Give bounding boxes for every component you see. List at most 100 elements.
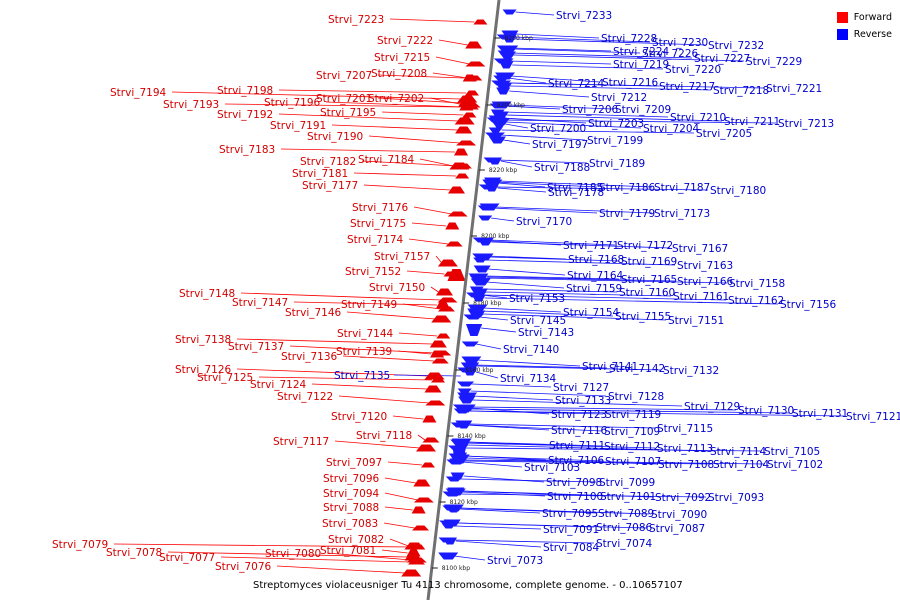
forward-gene-feature[interactable] — [455, 126, 473, 134]
forward-gene-feature[interactable] — [411, 506, 426, 514]
forward-gene-label[interactable]: Strvi_7081 — [320, 545, 376, 557]
forward-gene-feature[interactable] — [464, 90, 479, 96]
forward-gene-label[interactable]: Strvi_7117 — [273, 436, 329, 448]
forward-gene-feature[interactable] — [454, 117, 475, 125]
forward-gene-label[interactable]: Strvi_7137 — [228, 341, 284, 353]
forward-gene-feature[interactable] — [431, 315, 452, 323]
forward-gene-label[interactable]: Strvi_7124 — [250, 379, 307, 391]
forward-gene-feature[interactable] — [437, 306, 455, 312]
reverse-gene-label[interactable]: Strvi_7189 — [589, 158, 645, 170]
reverse-gene-label[interactable]: Strvi_7165 — [621, 274, 677, 286]
reverse-gene-label[interactable]: Strvi_7168 — [568, 254, 624, 266]
forward-gene-feature[interactable] — [437, 297, 458, 303]
forward-gene-label[interactable]: Strvi_7181 — [292, 168, 348, 180]
reverse-gene-label[interactable]: Strvi_7230 — [652, 37, 708, 49]
reverse-gene-feature[interactable] — [502, 35, 517, 43]
reverse-gene-label[interactable]: Strvi_7214 — [548, 78, 605, 90]
reverse-gene-label[interactable]: Strvi_7232 — [708, 40, 764, 52]
reverse-gene-feature[interactable] — [491, 101, 512, 109]
reverse-gene-label[interactable]: Strvi_7108 — [658, 459, 714, 471]
forward-gene-feature[interactable] — [429, 340, 447, 348]
reverse-gene-label[interactable]: Strvi_7102 — [767, 459, 823, 471]
forward-gene-label[interactable]: Strvi_7120 — [331, 411, 387, 423]
reverse-gene-label[interactable]: Strvi_7185 — [547, 182, 603, 194]
forward-gene-label[interactable]: Strvi_7190 — [307, 131, 363, 143]
reverse-gene-label[interactable]: Strvi_7119 — [605, 409, 661, 421]
forward-gene-label[interactable]: Strvi_7076 — [215, 561, 272, 573]
reverse-gene-label[interactable]: Strvi_7151 — [668, 315, 724, 327]
reverse-gene-label[interactable]: Strvi_7204 — [643, 123, 700, 135]
reverse-gene-label[interactable]: Strvi_7156 — [780, 299, 837, 311]
reverse-gene-label[interactable]: Strvi_7116 — [551, 425, 608, 437]
forward-gene-feature[interactable] — [415, 444, 436, 452]
reverse-gene-label[interactable]: Strvi_7101 — [600, 491, 656, 503]
forward-gene-label[interactable]: Strvi_7088 — [323, 502, 379, 514]
reverse-gene-label[interactable]: Strvi_7179 — [599, 208, 655, 220]
forward-gene-feature[interactable] — [473, 19, 488, 25]
forward-gene-feature[interactable] — [431, 358, 449, 364]
reverse-gene-label[interactable]: Strvi_7073 — [487, 555, 543, 567]
reverse-gene-feature[interactable] — [463, 314, 484, 320]
reverse-gene-feature[interactable] — [473, 265, 491, 273]
reverse-gene-feature[interactable] — [465, 324, 482, 336]
reverse-gene-label[interactable]: Strvi_7131 — [792, 408, 848, 420]
reverse-gene-label[interactable]: Strvi_7145 — [510, 315, 566, 327]
forward-gene-label[interactable]: Strvi_7157 — [374, 251, 430, 263]
reverse-gene-label[interactable]: Strvi_7113 — [657, 443, 713, 455]
forward-gene-label[interactable]: Strvi_7122 — [277, 391, 333, 403]
reverse-gene-feature[interactable] — [470, 278, 491, 286]
reverse-gene-label[interactable]: Strvi_7216 — [602, 77, 659, 89]
reverse-gene-label[interactable]: Strvi_7188 — [534, 162, 590, 174]
forward-gene-label[interactable]: Strvi_7125 — [197, 372, 253, 384]
reverse-gene-label[interactable]: Strvi_7172 — [617, 240, 673, 252]
reverse-gene-label[interactable]: Strvi_7209 — [615, 104, 671, 116]
forward-gene-feature[interactable] — [455, 173, 470, 179]
forward-gene-label[interactable]: Strvi_7097 — [326, 457, 382, 469]
reverse-gene-label[interactable]: Strvi_7166 — [677, 276, 734, 288]
forward-gene-feature[interactable] — [448, 186, 466, 194]
reverse-gene-label[interactable]: Strvi_7228 — [601, 33, 657, 45]
reverse-gene-label[interactable]: Strvi_7212 — [591, 92, 647, 104]
reverse-gene-label[interactable]: Strvi_7099 — [599, 477, 655, 489]
reverse-gene-feature[interactable] — [462, 368, 477, 376]
reverse-gene-label[interactable]: Strvi_7123 — [551, 409, 607, 421]
forward-gene-label[interactable]: Strvi_7196 — [264, 97, 321, 109]
reverse-gene-label[interactable]: Strvi_7115 — [657, 423, 713, 435]
forward-gene-feature[interactable] — [407, 559, 425, 565]
forward-gene-label[interactable]: Strvi_7223 — [328, 14, 384, 26]
reverse-gene-label[interactable]: Strvi_7095 — [542, 508, 598, 520]
reverse-gene-label[interactable]: Strvi_7186 — [599, 182, 656, 194]
reverse-gene-label[interactable]: Strvi_7153 — [509, 293, 565, 305]
reverse-gene-label[interactable]: Strvi_7112 — [604, 441, 660, 453]
forward-gene-label[interactable]: Strvi_7208 — [371, 68, 427, 80]
reverse-gene-label[interactable]: Strvi_7132 — [663, 365, 719, 377]
reverse-gene-feature[interactable] — [485, 132, 506, 138]
reverse-gene-label[interactable]: Strvi_7158 — [729, 278, 785, 290]
forward-gene-feature[interactable] — [430, 350, 445, 358]
forward-gene-label[interactable]: Strvi_7139 — [336, 346, 392, 358]
forward-gene-label[interactable]: Strvi_7083 — [322, 518, 378, 530]
reverse-gene-label[interactable]: Strvi_7197 — [532, 139, 588, 151]
forward-gene-label[interactable]: Strvi_7201 — [316, 93, 372, 105]
forward-gene-feature[interactable] — [413, 497, 434, 503]
reverse-gene-feature[interactable] — [483, 157, 501, 163]
forward-gene-label[interactable]: Strvi_7118 — [356, 430, 412, 442]
reverse-gene-label[interactable]: Strvi_7163 — [677, 260, 733, 272]
reverse-gene-label[interactable]: Strvi_7155 — [615, 311, 671, 323]
forward-gene-feature[interactable] — [422, 437, 440, 443]
reverse-gene-label[interactable]: Strvi_7143 — [518, 327, 574, 339]
forward-gene-feature[interactable] — [431, 377, 446, 383]
forward-gene-feature[interactable] — [435, 288, 453, 296]
reverse-gene-feature[interactable] — [457, 381, 475, 387]
forward-gene-label[interactable]: Strvi_7078 — [106, 547, 162, 559]
reverse-gene-label[interactable]: Strvi_7203 — [588, 118, 644, 130]
forward-gene-feature[interactable] — [437, 259, 458, 267]
reverse-gene-label[interactable]: Strvi_7180 — [710, 185, 766, 197]
forward-gene-label[interactable]: Strvi_7194 — [110, 87, 167, 99]
forward-gene-feature[interactable] — [445, 241, 463, 247]
reverse-gene-label[interactable]: Strvi_7161 — [673, 291, 729, 303]
reverse-gene-feature[interactable] — [499, 61, 514, 69]
forward-gene-label[interactable]: Strvi_7174 — [347, 234, 404, 246]
reverse-gene-feature[interactable] — [489, 118, 510, 126]
reverse-gene-label[interactable]: Strvi_7093 — [708, 492, 764, 504]
